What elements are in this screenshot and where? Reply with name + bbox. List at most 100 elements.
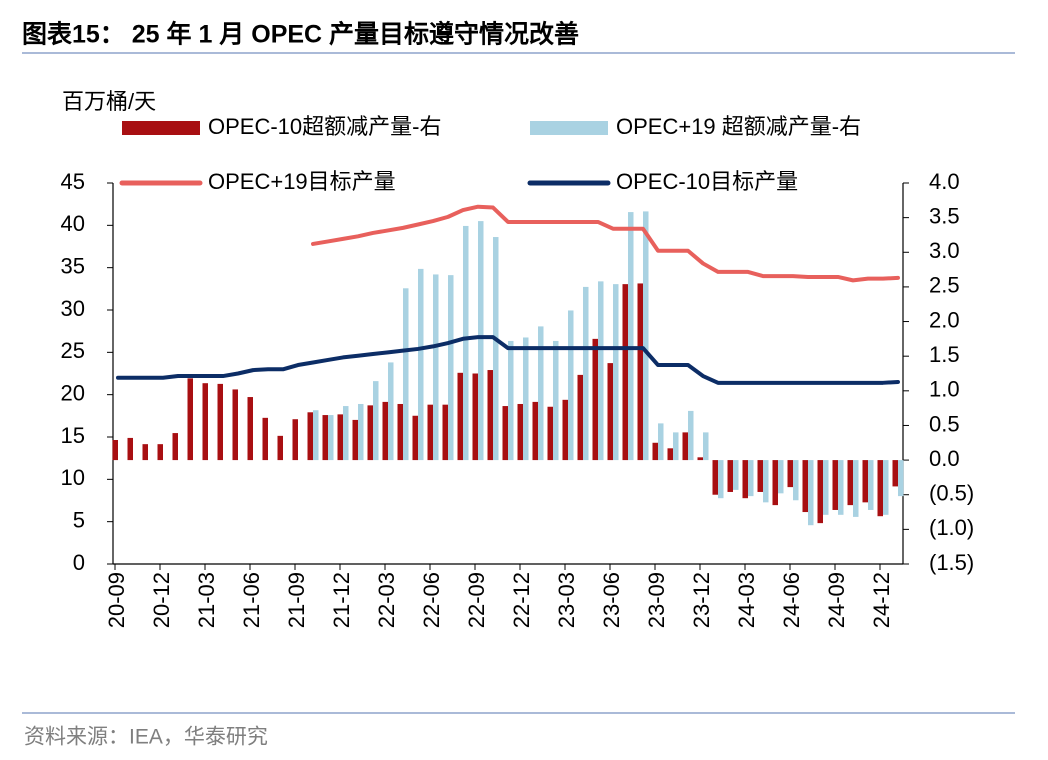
y-tick-label: 25 (61, 338, 85, 363)
bar (703, 432, 709, 461)
bar (412, 415, 418, 461)
bar (697, 457, 703, 461)
x-tick-label: 21-12 (329, 572, 354, 628)
y-tick-label: 45 (61, 169, 85, 194)
bar (277, 435, 283, 461)
bar (328, 415, 334, 461)
x-tick-label: 22-03 (374, 572, 399, 628)
x-tick-label: 23-03 (554, 572, 579, 628)
bar (748, 460, 754, 497)
bar (688, 410, 694, 461)
bar (313, 410, 319, 461)
bar (487, 370, 493, 461)
y2-tick-label: 3.5 (929, 203, 960, 228)
x-tick-label: 22-06 (419, 572, 444, 628)
bar (493, 237, 499, 461)
bar (757, 460, 763, 492)
y2-tick-label: 3.0 (929, 238, 960, 263)
bar (613, 284, 619, 461)
legend-label: OPEC-10目标产量 (616, 169, 798, 194)
bar (763, 460, 769, 503)
bar (832, 460, 838, 510)
x-tick-label: 23-12 (689, 572, 714, 628)
bar (583, 286, 589, 461)
x-tick-label: 20-12 (149, 572, 174, 628)
x-tick-label: 21-09 (284, 572, 309, 628)
bar (322, 415, 328, 461)
bar (217, 383, 223, 461)
y2-tick-label: (0.5) (929, 481, 974, 506)
bar (652, 442, 658, 461)
bar (742, 460, 748, 499)
line (311, 204, 900, 283)
y2-tick-label: 0.0 (929, 446, 960, 471)
bar (343, 406, 349, 461)
bar (427, 404, 433, 461)
bar (667, 448, 673, 461)
bar (262, 417, 268, 461)
bar (643, 211, 649, 461)
bar (682, 432, 688, 461)
bar (853, 460, 859, 517)
bar (628, 212, 634, 461)
bar (463, 225, 469, 461)
y-tick-label: 10 (61, 465, 85, 490)
bar (442, 404, 448, 461)
bar (562, 399, 568, 461)
bar (337, 414, 343, 461)
bar (817, 460, 823, 524)
bar (538, 326, 544, 461)
bar (838, 460, 844, 515)
bar (307, 412, 313, 461)
y2-tick-label: 1.5 (929, 342, 960, 367)
legend-swatch (122, 121, 200, 135)
bar (388, 362, 394, 461)
bar (568, 310, 574, 461)
y2-tick-label: 2.0 (929, 307, 960, 332)
y2-tick-label: (1.5) (929, 550, 974, 575)
bar (622, 284, 628, 461)
chart-title: 图表15： 25 年 1 月 OPEC 产量目标遵守情况改善 (22, 20, 579, 49)
bar (892, 460, 898, 487)
bar (382, 401, 388, 461)
bar (787, 460, 793, 488)
bar (367, 405, 373, 461)
bar (868, 460, 874, 510)
x-tick-label: 24-09 (824, 572, 849, 628)
x-tick-label: 24-06 (779, 572, 804, 628)
y2-tick-label: (1.0) (929, 515, 974, 540)
y2-tick-label: 1.0 (929, 377, 960, 402)
x-tick-label: 22-09 (464, 572, 489, 628)
legend-label: OPEC+19 超额减产量-右 (616, 114, 861, 139)
bar (718, 460, 724, 499)
bar (733, 460, 739, 490)
y-tick-label: 40 (61, 211, 85, 236)
bar (673, 432, 679, 461)
bar (232, 389, 238, 461)
bar (898, 460, 904, 497)
y-tick-label: 5 (73, 507, 85, 532)
bar (658, 423, 664, 461)
bar (847, 460, 853, 506)
bar (808, 460, 814, 526)
x-tick-label: 20-09 (104, 572, 129, 628)
source: 资料来源：IEA，华泰研究 (24, 726, 268, 749)
line (116, 335, 900, 385)
bar (502, 406, 508, 461)
bar (202, 383, 208, 461)
bar (397, 403, 403, 461)
bar (433, 274, 439, 461)
bar (823, 460, 829, 515)
x-tick-label: 21-03 (194, 572, 219, 628)
bar (607, 363, 613, 461)
y2-tick-label: 0.5 (929, 411, 960, 436)
bar (112, 440, 118, 461)
bar (172, 433, 178, 461)
bar (772, 460, 778, 506)
bar (187, 378, 193, 461)
bar (532, 401, 538, 461)
bar (448, 275, 454, 461)
bar (637, 283, 643, 461)
x-tick-label: 24-12 (869, 572, 894, 628)
